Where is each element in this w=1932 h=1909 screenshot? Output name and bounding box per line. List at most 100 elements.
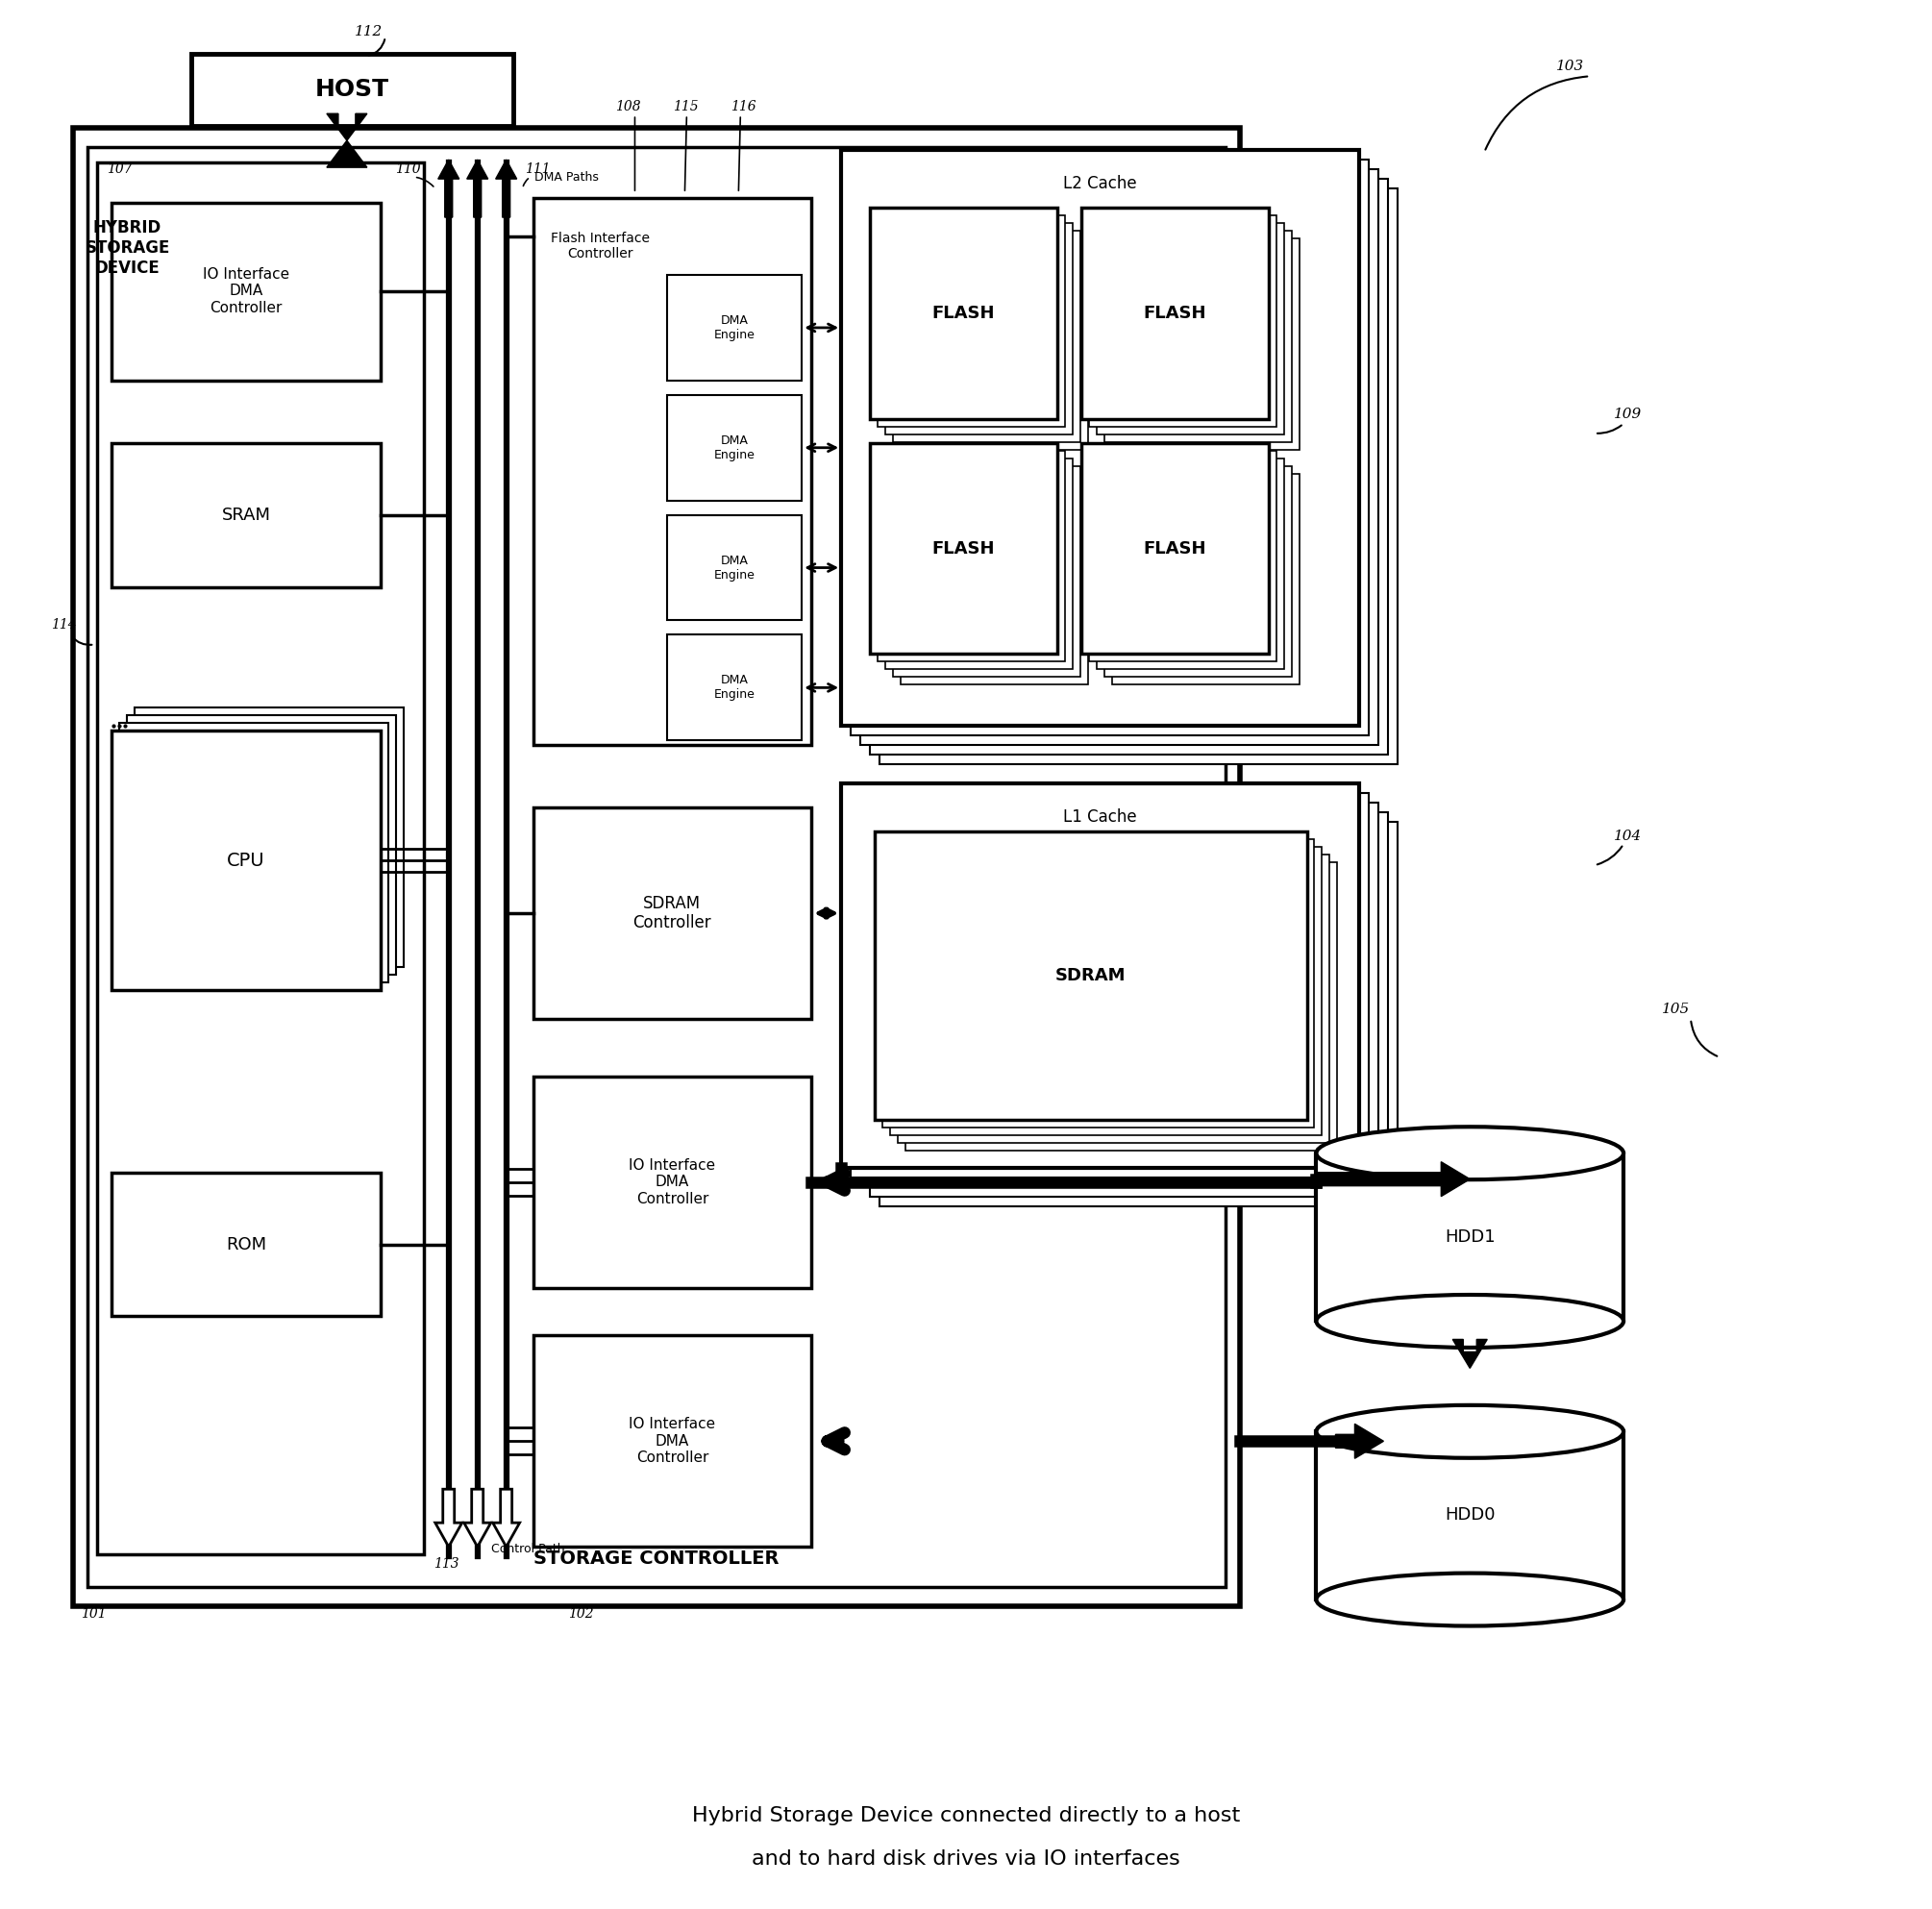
Text: 116: 116 (730, 99, 757, 115)
Text: 110: 110 (394, 162, 421, 176)
Text: 104: 104 (1613, 830, 1642, 844)
Bar (73, 128, 1240, 1605)
Text: 105: 105 (1662, 1002, 1690, 1016)
FancyArrow shape (435, 1489, 462, 1546)
Ellipse shape (1316, 1294, 1623, 1348)
Ellipse shape (1316, 1126, 1623, 1180)
Bar (1316, 1153, 1623, 1321)
Bar (869, 443, 1057, 655)
Bar (120, 724, 388, 983)
Bar (112, 1172, 381, 1317)
Text: IO Interface
DMA
Controller: IO Interface DMA Controller (203, 267, 290, 315)
Bar (869, 208, 1057, 418)
Bar (885, 223, 1072, 433)
FancyArrow shape (497, 160, 516, 218)
Bar (135, 708, 404, 968)
Bar (533, 1336, 811, 1546)
Bar (112, 202, 381, 380)
Text: Flash Interface
Controller: Flash Interface Controller (551, 231, 649, 262)
Bar (667, 636, 802, 741)
Text: DMA
Engine: DMA Engine (715, 433, 755, 462)
Text: 109: 109 (1613, 407, 1642, 420)
Text: HOST: HOST (315, 78, 388, 101)
Ellipse shape (1316, 1573, 1623, 1626)
Bar (879, 823, 1399, 1206)
FancyArrow shape (1335, 1424, 1383, 1458)
Bar (1097, 458, 1283, 670)
Text: 115: 115 (672, 99, 699, 115)
Text: 107: 107 (106, 162, 133, 176)
Bar (850, 160, 1370, 735)
Text: Control Path: Control Path (491, 1542, 564, 1556)
Bar (1105, 231, 1291, 441)
Text: FLASH: FLASH (931, 305, 995, 323)
Text: SDRAM
Controller: SDRAM Controller (634, 895, 711, 932)
Bar (900, 473, 1088, 685)
Bar (877, 451, 1065, 662)
Text: STORAGE CONTROLLER: STORAGE CONTROLLER (533, 1548, 779, 1567)
Bar (860, 804, 1379, 1187)
Bar (891, 848, 1321, 1136)
Text: DMA
Engine: DMA Engine (715, 674, 755, 701)
Bar (860, 170, 1379, 745)
Text: 113: 113 (433, 1558, 460, 1571)
Bar (1105, 466, 1291, 678)
Ellipse shape (1316, 1405, 1623, 1458)
Text: HYBRID
STORAGE
DEVICE: HYBRID STORAGE DEVICE (85, 220, 170, 277)
Text: ROM: ROM (226, 1235, 267, 1252)
Bar (533, 199, 811, 745)
Bar (667, 395, 802, 500)
FancyArrow shape (439, 160, 460, 218)
Bar (1113, 473, 1298, 685)
Text: FLASH: FLASH (1144, 540, 1206, 557)
Bar (1316, 1432, 1623, 1600)
Bar (667, 515, 802, 620)
Bar (840, 783, 1360, 1168)
Bar (893, 231, 1080, 441)
Text: SDRAM: SDRAM (1055, 968, 1126, 985)
Bar (112, 731, 381, 991)
Text: HDD1: HDD1 (1445, 1227, 1495, 1245)
Text: Hybrid Storage Device connected directly to a host: Hybrid Storage Device connected directly… (692, 1806, 1240, 1825)
FancyArrow shape (327, 141, 367, 168)
Bar (840, 151, 1360, 725)
Text: FLASH: FLASH (1144, 305, 1206, 323)
Bar (883, 840, 1314, 1128)
Bar (533, 1077, 811, 1287)
Bar (1082, 443, 1267, 655)
Bar (191, 53, 512, 126)
Text: CPU: CPU (228, 851, 265, 871)
Text: DMA Paths: DMA Paths (533, 170, 599, 183)
Bar (112, 443, 381, 586)
Text: SRAM: SRAM (222, 506, 270, 523)
Bar (533, 808, 811, 1019)
Bar (850, 794, 1370, 1178)
Text: 112: 112 (355, 25, 383, 38)
Bar (869, 179, 1389, 754)
Bar (885, 458, 1072, 670)
Text: 114: 114 (52, 619, 77, 632)
FancyArrow shape (464, 1489, 491, 1546)
Bar (1090, 451, 1275, 662)
Text: 111: 111 (524, 162, 551, 176)
FancyArrow shape (1453, 1340, 1488, 1369)
Bar (898, 855, 1329, 1143)
Bar (1113, 239, 1298, 451)
Text: and to hard disk drives via IO interfaces: and to hard disk drives via IO interface… (752, 1850, 1180, 1869)
Text: FLASH: FLASH (931, 540, 995, 557)
Bar (667, 275, 802, 380)
Bar (1082, 208, 1267, 418)
Text: DMA
Engine: DMA Engine (715, 315, 755, 342)
Text: 102: 102 (568, 1607, 593, 1621)
Text: 103: 103 (1557, 59, 1584, 73)
Text: IO Interface
DMA
Controller: IO Interface DMA Controller (630, 1416, 715, 1464)
FancyArrow shape (468, 160, 489, 218)
Bar (900, 239, 1088, 451)
FancyArrow shape (493, 1489, 520, 1546)
Text: HDD0: HDD0 (1445, 1506, 1495, 1523)
Bar (1090, 216, 1275, 426)
Bar (879, 189, 1399, 764)
Text: 108: 108 (616, 99, 641, 115)
Text: 101: 101 (81, 1607, 106, 1621)
Bar (87, 147, 1225, 1586)
